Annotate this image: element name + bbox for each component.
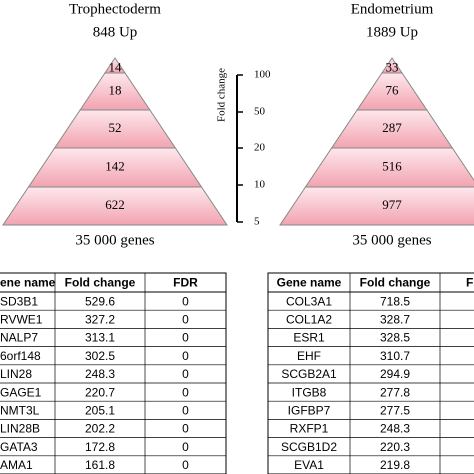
band-label: 52 <box>109 120 122 135</box>
scale-tick-label: 20 <box>254 142 266 154</box>
table-cell: 220.7 <box>85 385 115 399</box>
table-cell: 328.7 <box>380 312 410 326</box>
table-cell: 0 <box>182 458 189 472</box>
table-cell: EVA1 <box>294 458 324 472</box>
table-header: Fold change <box>360 276 431 290</box>
table-cell: ITGB8 <box>292 385 327 399</box>
scale-tick-label: 100 <box>254 69 271 81</box>
pyramid-footer: 35 000 genes <box>75 232 154 248</box>
pyramid-band <box>279 186 474 226</box>
table-cell: SD3B1 <box>0 294 38 308</box>
scale-tick-label: 5 <box>254 216 260 228</box>
table-cell: 0 <box>182 440 189 454</box>
pyramid-title: Endometrium <box>351 1 434 17</box>
table-cell: EHF <box>297 349 321 363</box>
table-frame <box>0 272 227 474</box>
scale-label: Fold change <box>216 68 228 122</box>
band-label: 18 <box>109 82 122 97</box>
table-cell: 277.5 <box>380 403 410 417</box>
table-header: F <box>466 276 473 290</box>
table-cell: 202.2 <box>85 422 115 436</box>
pyramid-subtitle: 1889 Up <box>366 24 418 40</box>
table-cell: NALP7 <box>0 331 38 345</box>
table-header: Gene name <box>277 276 342 290</box>
table-cell: 172.8 <box>85 440 115 454</box>
table-cell: 0 <box>182 312 189 326</box>
table-cell: 277.8 <box>380 385 410 399</box>
table-cell: SCGB2A1 <box>281 367 337 381</box>
table-cell: 313.1 <box>85 331 115 345</box>
pyramid-band <box>2 186 228 226</box>
table-cell: 327.2 <box>85 312 115 326</box>
table-cell: 248.3 <box>85 367 115 381</box>
table-cell: COL1A2 <box>286 312 332 326</box>
table-header: FDR <box>173 276 198 290</box>
band-label: 33 <box>386 59 399 74</box>
table-cell: 0 <box>182 422 189 436</box>
table-cell: 0 <box>182 403 189 417</box>
scale-tick-label: 50 <box>254 106 266 118</box>
band-label: 516 <box>382 158 402 173</box>
table-cell: 310.7 <box>380 349 410 363</box>
band-label: 622 <box>105 197 125 212</box>
table-cell: 302.5 <box>85 349 115 363</box>
table-cell: 0 <box>182 294 189 308</box>
table-cell: 161.8 <box>85 458 115 472</box>
table-cell: LIN28B <box>0 422 40 436</box>
band-label: 287 <box>382 120 402 135</box>
table-cell: RVWE1 <box>0 312 43 326</box>
table-cell: LIN28 <box>0 367 32 381</box>
table-cell: 205.1 <box>85 403 115 417</box>
table-header: Fold change <box>65 276 136 290</box>
table-header: ene name <box>0 276 56 290</box>
pyramid-title: Trophectoderm <box>69 1 161 17</box>
pyramid-footer: 35 000 genes <box>352 232 431 248</box>
table-cell: SCGB1D2 <box>281 440 337 454</box>
table-cell: AMA1 <box>0 458 33 472</box>
table-cell: 718.5 <box>380 294 410 308</box>
band-label: 977 <box>382 197 402 212</box>
table-cell: 0 <box>182 349 189 363</box>
scale-tick-label: 10 <box>254 179 266 191</box>
table-cell: ESR1 <box>293 331 325 345</box>
table-cell: 294.9 <box>380 367 410 381</box>
table-cell: 6orf148 <box>0 349 41 363</box>
band-label: 142 <box>105 158 125 173</box>
table-frame <box>267 272 474 474</box>
table-cell: GATA3 <box>0 440 38 454</box>
table-cell: GAGE1 <box>0 385 42 399</box>
band-label: 76 <box>386 82 400 97</box>
table-cell: 0 <box>182 385 189 399</box>
table-cell: COL3A1 <box>286 294 332 308</box>
band-label: 14 <box>109 59 123 74</box>
table-cell: 529.6 <box>85 294 115 308</box>
pyramid-subtitle: 848 Up <box>93 24 138 40</box>
pyramid-band <box>304 147 474 188</box>
table-cell: 220.3 <box>380 440 410 454</box>
table-cell: IGFBP7 <box>288 403 331 417</box>
table-cell: RXFP1 <box>290 422 329 436</box>
table-cell: 0 <box>182 367 189 381</box>
table-cell: 328.5 <box>380 331 410 345</box>
table-cell: 0 <box>182 331 189 345</box>
table-cell: 248.3 <box>380 422 410 436</box>
table-cell: NMT3L <box>0 403 40 417</box>
table-cell: 219.8 <box>380 458 410 472</box>
